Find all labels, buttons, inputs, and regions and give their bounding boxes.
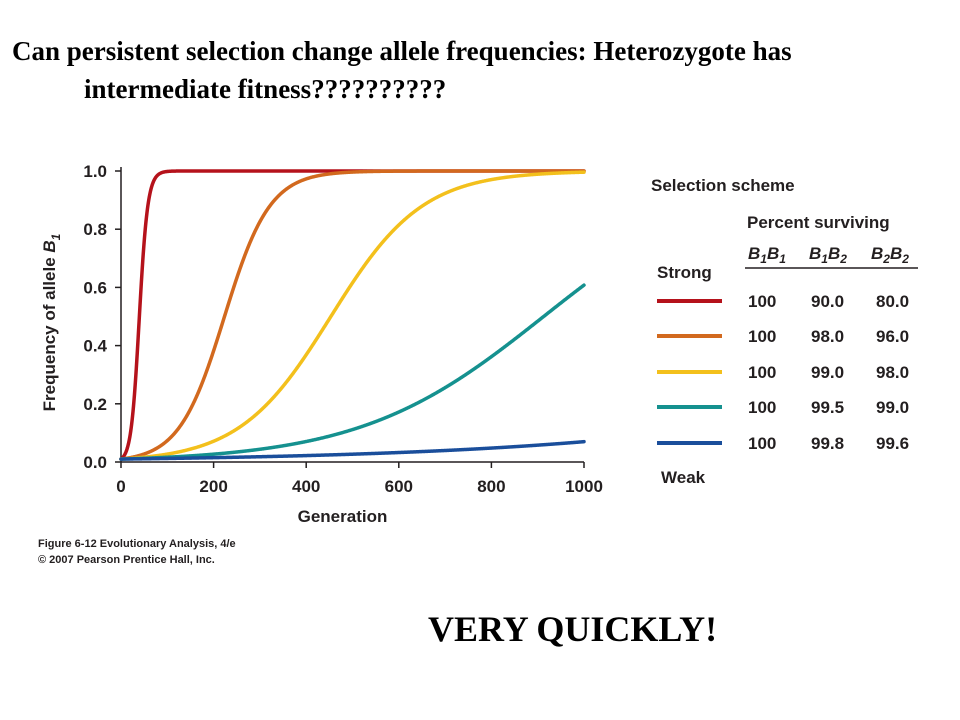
credit-line-2: © 2007 Pearson Prentice Hall, Inc.	[38, 554, 215, 566]
y-tick-label: 0.6	[83, 278, 107, 297]
conclusion-text: VERY QUICKLY!	[428, 609, 718, 649]
legend-genotype-2: B1B2	[809, 244, 847, 266]
legend-value: 100	[748, 434, 776, 453]
series-line-5	[119, 439, 586, 461]
x-tick-label: 600	[385, 477, 413, 496]
series-line-1	[119, 169, 586, 461]
legend: Selection scheme Percent surviving B1B1 B1B…	[651, 176, 918, 487]
title-line-1: Can persistent selection change allele f…	[12, 36, 792, 66]
legend-value: 98.0	[876, 363, 909, 382]
x-tick-label: 400	[292, 477, 320, 496]
figure-credit: Figure 6-12 Evolutionary Analysis, 4/e ©…	[38, 536, 236, 568]
series-lines	[119, 169, 586, 461]
legend-value: 100	[748, 363, 776, 382]
y-tick-label: 0.0	[83, 453, 107, 472]
y-tick-label: 0.8	[83, 220, 107, 239]
axes: 0.0 0.2 0.4 0.6 0.8 1.0 0 200 400 600 800 1000 Gener…	[40, 162, 603, 526]
legend-genotype-3: B2B2	[871, 244, 909, 266]
legend-value: 100	[748, 327, 776, 346]
legend-value: 96.0	[876, 327, 909, 346]
series-line-2	[119, 169, 586, 461]
credit-line-1: Figure 6-12 Evolutionary Analysis, 4/e	[38, 538, 236, 550]
x-tick-label: 200	[199, 477, 227, 496]
legend-value: 99.0	[811, 363, 844, 382]
legend-value: 90.0	[811, 292, 844, 311]
y-tick-label: 0.2	[83, 395, 107, 414]
legend-weak-label: Weak	[661, 468, 706, 487]
legend-value: 100	[748, 292, 776, 311]
legend-value: 99.8	[811, 434, 844, 453]
legend-genotype-1: B1B1	[748, 244, 786, 266]
legend-value: 99.5	[811, 398, 844, 417]
y-tick-label: 0.4	[83, 337, 107, 356]
legend-strong-label: Strong	[657, 263, 712, 282]
x-axis-label: Generation	[298, 507, 388, 526]
slide-title: Can persistent selection change allele f…	[12, 32, 942, 108]
series-line-3	[119, 170, 586, 461]
x-tick-label: 800	[477, 477, 505, 496]
legend-value: 99.0	[876, 398, 909, 417]
x-tick-label: 0	[116, 477, 125, 496]
legend-value: 98.0	[811, 327, 844, 346]
y-tick-label: 1.0	[83, 162, 107, 181]
legend-value: 99.6	[876, 434, 909, 453]
legend-value: 100	[748, 398, 776, 417]
legend-value: 80.0	[876, 292, 909, 311]
legend-title: Selection scheme	[651, 176, 795, 195]
title-line-2: intermediate fitness??????????	[84, 74, 447, 104]
legend-header: Percent surviving	[747, 213, 890, 232]
allele-frequency-chart: 0.0 0.2 0.4 0.6 0.8 1.0 0 200 400 600 800 1000 Gener…	[40, 162, 918, 526]
y-axis-label: Frequency of allele B1	[40, 233, 63, 411]
x-tick-label: 1000	[565, 477, 603, 496]
series-line-4	[119, 283, 586, 461]
